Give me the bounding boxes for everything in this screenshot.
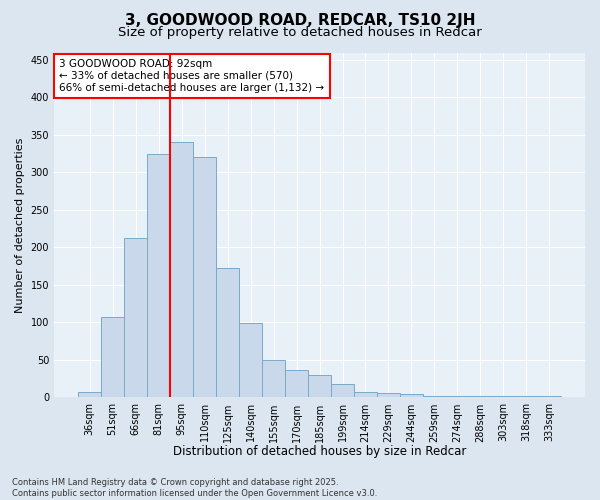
Bar (400, 394, 423, 398)
Text: Size of property relative to detached houses in Redcar: Size of property relative to detached ho… (118, 26, 482, 39)
X-axis label: Distribution of detached houses by size in Redcar: Distribution of detached houses by size … (173, 444, 466, 458)
Bar (446, 396, 469, 398)
Bar (331, 384, 354, 398)
Bar (469, 396, 492, 398)
Bar (147, 154, 170, 398)
Bar (193, 158, 216, 398)
Bar (354, 392, 377, 398)
Bar (124, 238, 147, 398)
Bar (515, 396, 538, 398)
Bar (377, 393, 400, 398)
Y-axis label: Number of detached properties: Number of detached properties (15, 138, 25, 312)
Bar (285, 370, 308, 398)
Bar (170, 142, 193, 398)
Bar (492, 396, 515, 398)
Text: 3 GOODWOOD ROAD: 92sqm
← 33% of detached houses are smaller (570)
66% of semi-de: 3 GOODWOOD ROAD: 92sqm ← 33% of detached… (59, 60, 325, 92)
Bar (216, 268, 239, 398)
Text: 3, GOODWOOD ROAD, REDCAR, TS10 2JH: 3, GOODWOOD ROAD, REDCAR, TS10 2JH (125, 12, 475, 28)
Bar (78, 392, 101, 398)
Bar (538, 396, 561, 398)
Text: Contains HM Land Registry data © Crown copyright and database right 2025.
Contai: Contains HM Land Registry data © Crown c… (12, 478, 377, 498)
Bar (239, 323, 262, 398)
Bar (262, 360, 285, 398)
Bar (101, 317, 124, 398)
Bar (308, 375, 331, 398)
Bar (423, 396, 446, 398)
